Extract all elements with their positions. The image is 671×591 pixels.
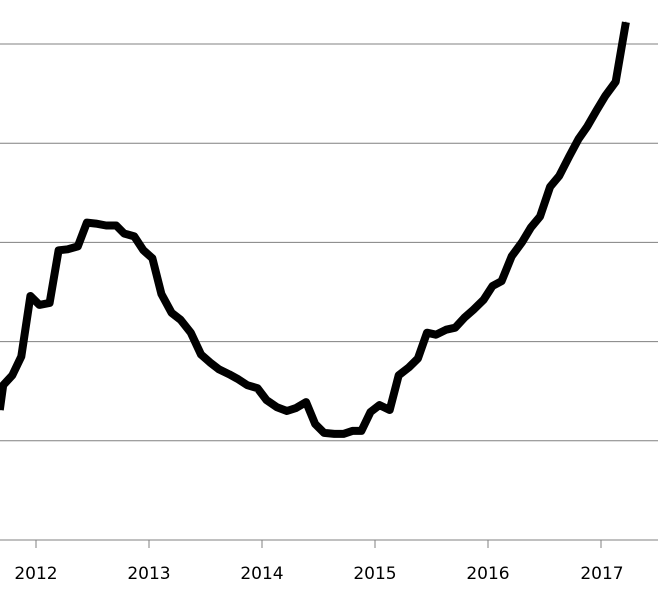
data-point <box>625 21 627 23</box>
data-point <box>511 255 513 257</box>
data-point <box>615 81 617 83</box>
data-point <box>95 223 97 225</box>
data-point <box>323 432 325 434</box>
data-point <box>29 295 31 297</box>
data-point <box>58 249 60 251</box>
data-point <box>558 175 560 177</box>
data-point <box>67 248 69 250</box>
data-point <box>86 222 88 224</box>
data-point <box>333 433 335 435</box>
data-point <box>379 404 381 406</box>
series-line <box>0 21 630 438</box>
data-point <box>454 327 456 329</box>
x-tick-label-2013: 2013 <box>127 564 170 584</box>
data-point <box>305 401 307 403</box>
data-point <box>266 399 268 401</box>
data-point <box>398 374 400 376</box>
x-tick-label-2017: 2017 <box>580 564 623 584</box>
data-point <box>492 285 494 287</box>
data-point <box>2 384 4 386</box>
data-point <box>539 216 541 218</box>
data-point <box>568 155 570 157</box>
data-point <box>314 423 316 425</box>
data-point <box>417 357 419 359</box>
data-point <box>105 225 107 227</box>
data-point <box>77 245 79 247</box>
data-point <box>369 411 371 413</box>
data-point <box>151 257 153 259</box>
data-point <box>445 329 447 331</box>
data-point <box>463 317 465 319</box>
data-points <box>0 21 627 435</box>
data-point <box>472 309 474 311</box>
data-point <box>38 304 40 306</box>
data-point <box>577 138 579 140</box>
data-point <box>482 299 484 301</box>
gridlines <box>0 43 658 442</box>
x-tick-label-2012: 2012 <box>14 564 57 584</box>
data-point <box>171 312 173 314</box>
data-point <box>426 332 428 334</box>
data-point <box>389 409 391 411</box>
data-point <box>228 373 230 375</box>
data-point <box>237 378 239 380</box>
data-point <box>605 95 607 97</box>
data-point <box>586 125 588 127</box>
data-point <box>521 241 523 243</box>
data-point <box>190 332 192 334</box>
data-point <box>286 410 288 412</box>
data-point <box>530 227 532 229</box>
data-point <box>408 366 410 368</box>
data-point <box>256 387 258 389</box>
data-point <box>200 353 202 355</box>
data-point <box>276 406 278 408</box>
data-point <box>115 225 117 227</box>
x-tick-labels: 2012 2013 2014 2015 2016 2017 <box>14 564 623 584</box>
data-point <box>160 293 162 295</box>
data-point <box>180 319 182 321</box>
data-point <box>549 186 551 188</box>
data-point <box>209 361 211 363</box>
x-tick-label-2014: 2014 <box>240 564 283 584</box>
data-point <box>49 302 51 304</box>
data-point <box>11 374 13 376</box>
data-point <box>435 334 437 336</box>
data-point <box>501 280 503 282</box>
data-point <box>295 407 297 409</box>
data-point <box>142 249 144 251</box>
data-point <box>218 368 220 370</box>
data-point <box>123 232 125 234</box>
x-tick-label-2016: 2016 <box>466 564 509 584</box>
data-point <box>360 430 362 432</box>
data-point <box>351 430 353 432</box>
x-tick-label-2015: 2015 <box>353 564 396 584</box>
data-point <box>342 433 344 435</box>
data-point <box>20 355 22 357</box>
data-point <box>595 109 597 111</box>
data-point <box>133 235 135 237</box>
x-axis-ticks <box>35 540 602 548</box>
data-point <box>246 384 248 386</box>
